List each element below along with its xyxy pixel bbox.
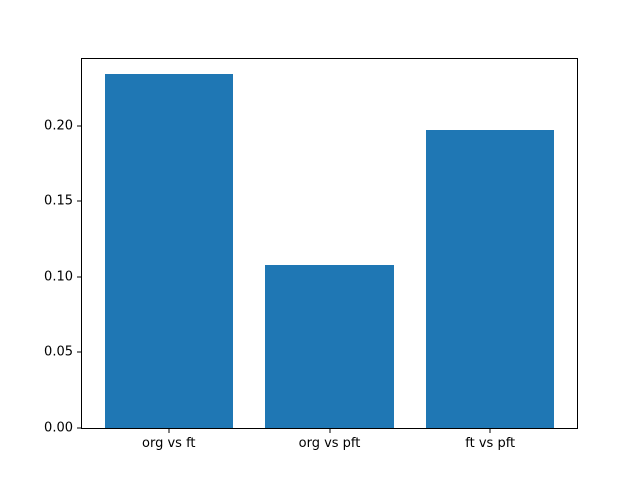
x-tick-mark — [489, 429, 491, 433]
bar-org-vs-pft — [265, 264, 394, 428]
plot-area — [81, 58, 578, 429]
x-tick-mark — [329, 429, 330, 433]
y-tick-label: 0.20 — [44, 118, 73, 134]
y-tick-label: 0.05 — [44, 344, 73, 360]
y-tick-mark — [77, 351, 81, 353]
y-tick-mark — [77, 125, 81, 127]
y-tick-label: 0.10 — [44, 269, 73, 285]
y-tick-mark — [77, 200, 81, 202]
y-tick-label: 0.15 — [44, 193, 73, 209]
y-tick-mark — [77, 276, 81, 278]
bar-ft-vs-pft — [425, 130, 555, 428]
x-tick-mark — [168, 429, 170, 433]
y-tick-mark — [77, 427, 81, 429]
bar-org-vs-ft — [104, 74, 234, 428]
x-tick-label: ft vs pft — [465, 436, 516, 451]
x-tick-label: org vs ft — [142, 436, 196, 451]
y-tick-label: 0.00 — [44, 420, 73, 436]
x-tick-label: org vs pft — [298, 436, 361, 451]
